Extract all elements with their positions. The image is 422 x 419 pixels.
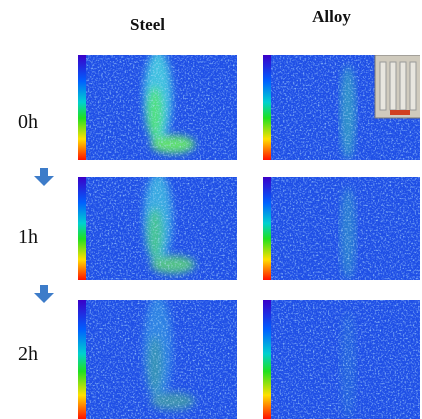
row-label: 2h <box>18 343 38 365</box>
row-label: 0h <box>18 111 38 133</box>
heatmap-panel <box>78 172 237 280</box>
heatmap <box>78 50 237 160</box>
heatmap-panel <box>263 300 420 419</box>
color-bar <box>263 177 271 280</box>
noise <box>78 300 237 419</box>
heatmap-panel <box>263 55 421 160</box>
inset-part <box>380 62 386 110</box>
color-bar <box>263 55 271 160</box>
heatmap <box>78 172 237 280</box>
heatmap-panel <box>78 50 237 160</box>
figure: Steel Alloy 0h 1h 2h <box>0 0 422 419</box>
inset-part <box>390 62 396 110</box>
noise <box>78 55 237 160</box>
inset-part <box>390 110 410 115</box>
arrow-down <box>34 168 54 186</box>
heatmap <box>263 55 421 160</box>
color-bar <box>263 300 271 419</box>
noise <box>263 300 420 419</box>
column-label: Steel <box>130 15 165 34</box>
heatmap <box>263 300 420 419</box>
inset-part <box>400 62 406 110</box>
color-bar <box>78 300 86 419</box>
row-label: 1h <box>18 226 38 248</box>
arrow-down <box>34 285 54 303</box>
color-bar <box>78 55 86 160</box>
heatmap-panel <box>263 177 420 280</box>
heatmap <box>78 294 237 419</box>
noise <box>263 177 420 280</box>
noise <box>78 177 237 280</box>
color-bar <box>78 177 86 280</box>
inset-part <box>410 62 416 110</box>
heatmap <box>263 177 420 280</box>
column-label: Alloy <box>312 7 351 26</box>
heatmap-panel <box>78 294 237 419</box>
